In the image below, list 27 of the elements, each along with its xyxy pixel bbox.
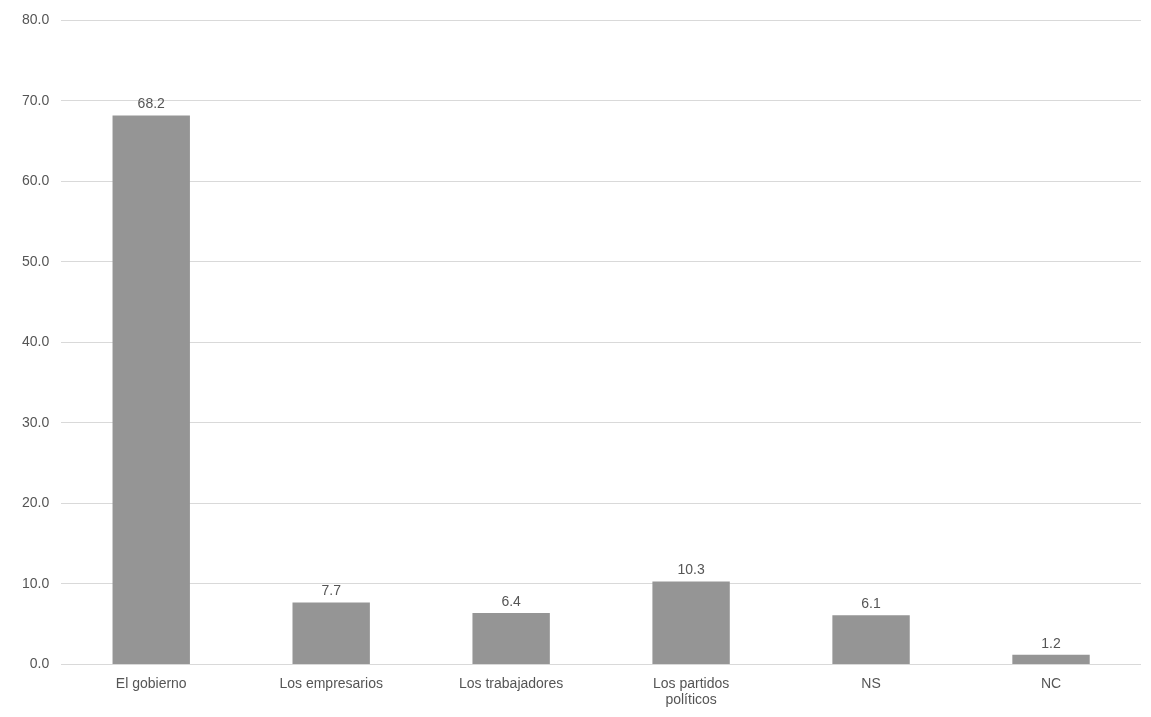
x-tick-label: El gobierno <box>115 674 187 691</box>
y-tick-label: 20.0 <box>22 494 50 511</box>
y-tick-label: 30.0 <box>22 413 50 430</box>
bar <box>832 615 910 664</box>
x-tick-label: Los empresarios <box>279 674 383 691</box>
y-tick-label: 80.0 <box>22 11 50 28</box>
x-tick-label: Los partidos políticos <box>652 674 730 708</box>
y-tick-label: 70.0 <box>22 91 50 108</box>
data-label: 1.2 <box>1041 634 1061 651</box>
bar <box>112 115 190 664</box>
bar <box>472 612 550 664</box>
y-tick-label: 60.0 <box>22 172 50 189</box>
data-label: 68.2 <box>137 95 166 112</box>
data-label: 7.7 <box>321 582 342 599</box>
x-tick-label: NC <box>1040 674 1062 691</box>
bar <box>1012 654 1090 664</box>
y-tick-label: 10.0 <box>22 574 50 591</box>
x-tick-label: NS <box>861 674 881 691</box>
bar <box>652 581 730 664</box>
y-tick-label: 0.0 <box>29 655 50 672</box>
bar <box>292 602 370 664</box>
y-tick-label: 50.0 <box>22 252 50 269</box>
data-label: 10.3 <box>677 561 705 578</box>
data-label: 6.1 <box>861 595 881 612</box>
data-label: 6.4 <box>501 592 522 609</box>
x-tick-label: Los trabajadores <box>459 674 564 691</box>
y-tick-label: 40.0 <box>22 333 50 350</box>
